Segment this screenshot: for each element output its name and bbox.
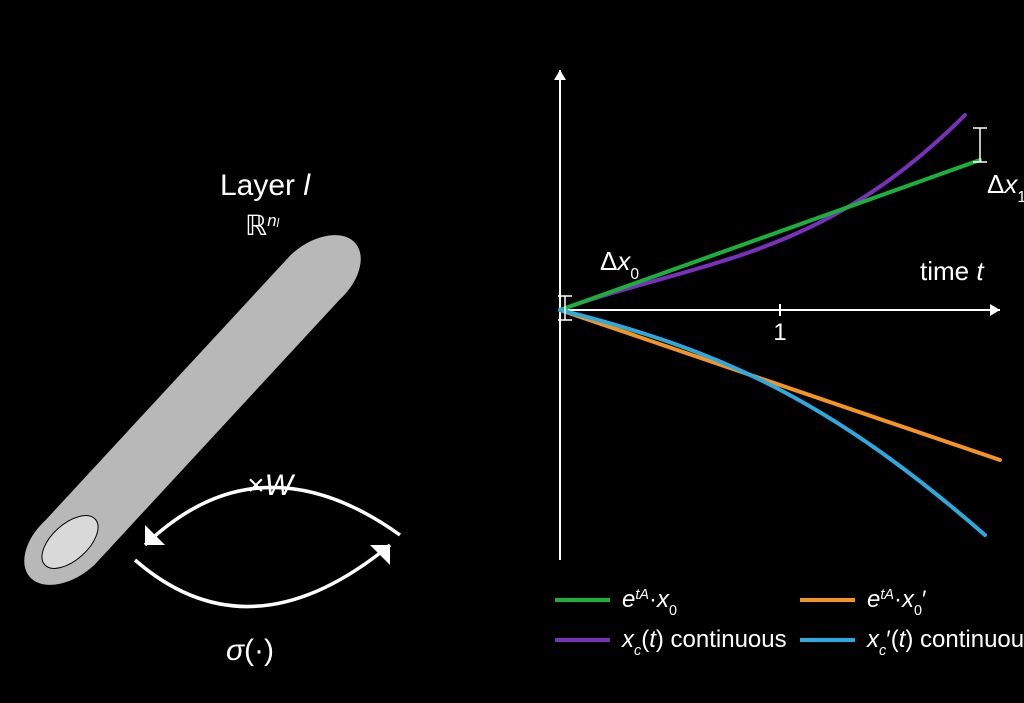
label-times-w: ×W <box>247 469 296 502</box>
label-sigma: σ(·) <box>226 634 274 667</box>
x-axis-label: time t <box>920 256 985 286</box>
x-tick-1-label: 1 <box>773 319 786 346</box>
cylinder-layer-label: Layer l <box>220 169 311 202</box>
